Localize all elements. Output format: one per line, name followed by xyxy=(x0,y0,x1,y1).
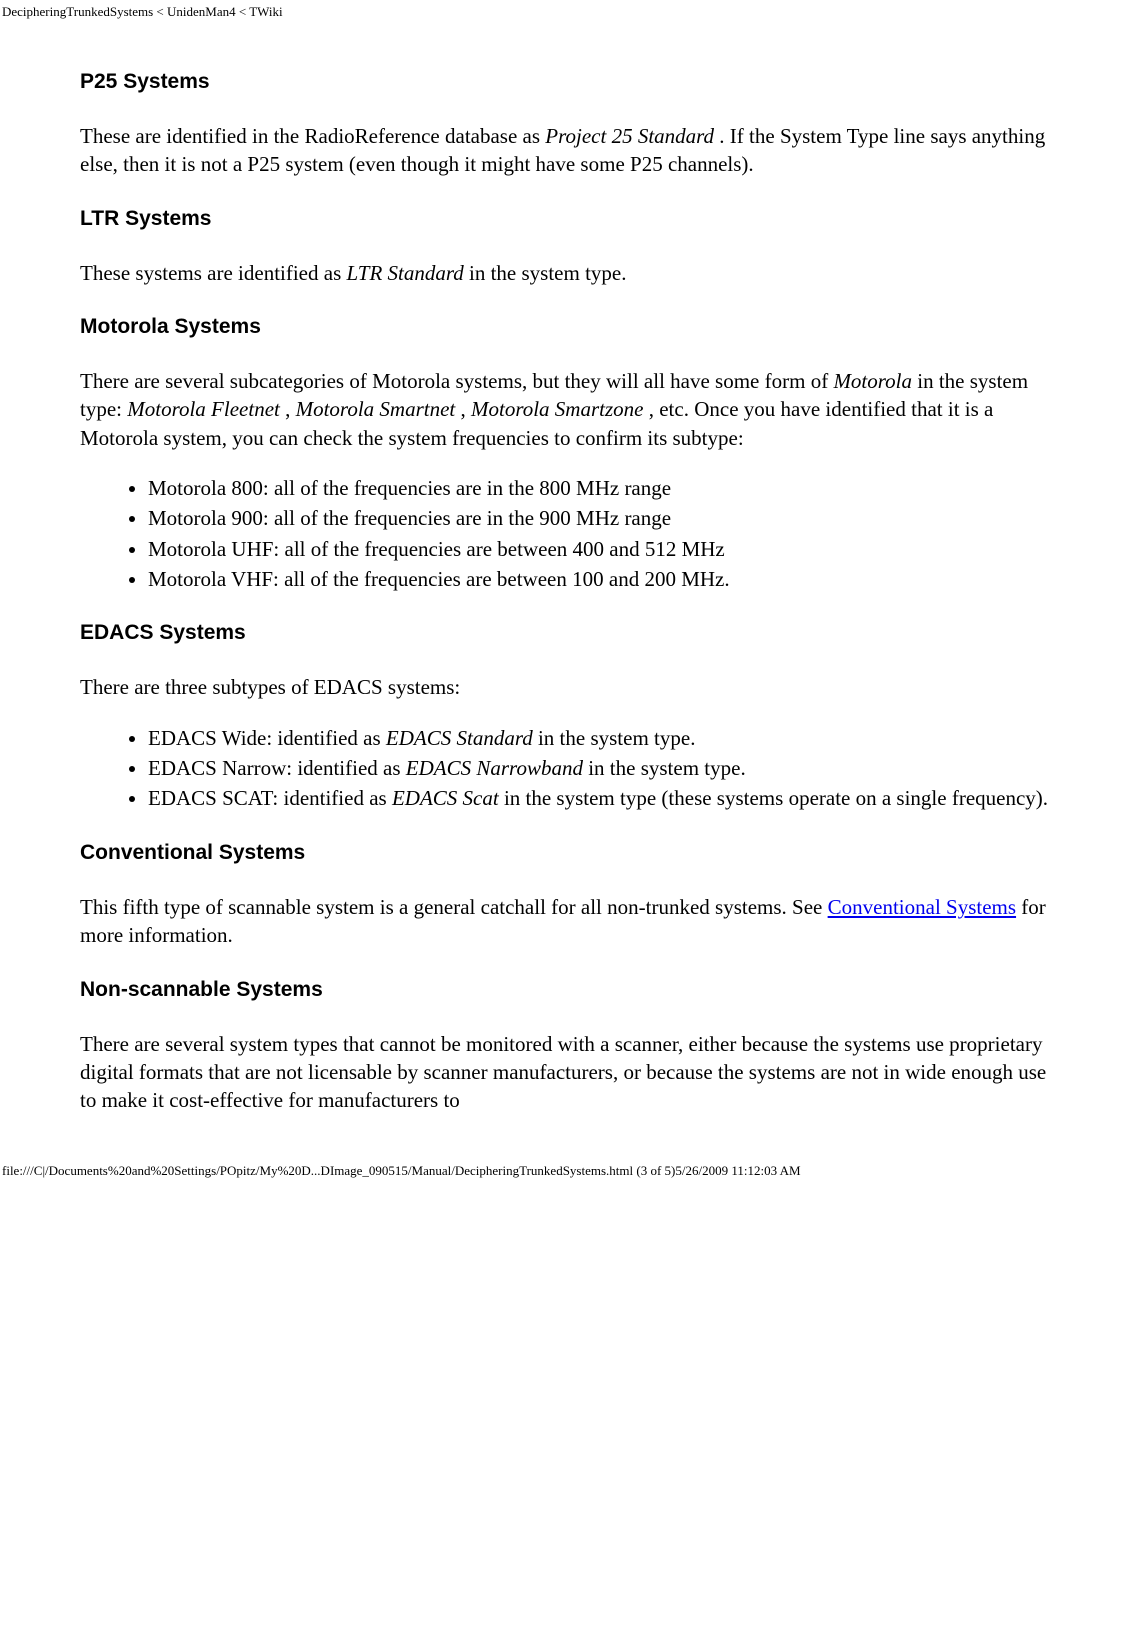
emphasis: EDACS Standard xyxy=(386,726,533,750)
paragraph-edacs: There are three subtypes of EDACS system… xyxy=(80,673,1060,701)
paragraph-conventional: This fifth type of scannable system is a… xyxy=(80,893,1060,950)
text: EDACS Wide: identified as xyxy=(148,726,386,750)
text: These are identified in the RadioReferen… xyxy=(80,124,545,148)
heading-ltr: LTR Systems xyxy=(80,207,1060,231)
paragraph-motorola: There are several subcategories of Motor… xyxy=(80,367,1060,452)
emphasis: Motorola xyxy=(833,369,912,393)
heading-nonscannable: Non-scannable Systems xyxy=(80,978,1060,1002)
text: in the system type. xyxy=(533,726,696,750)
heading-p25: P25 Systems xyxy=(80,70,1060,94)
text: in the system type (these systems operat… xyxy=(499,786,1048,810)
text: These systems are identified as xyxy=(80,261,347,285)
list-item: Motorola VHF: all of the frequencies are… xyxy=(148,565,1060,593)
emphasis: Motorola Fleetnet xyxy=(127,397,280,421)
page-header: DecipheringTrunkedSystems < UnidenMan4 <… xyxy=(0,0,1140,20)
text: in the system type. xyxy=(464,261,627,285)
list-item: Motorola UHF: all of the frequencies are… xyxy=(148,535,1060,563)
emphasis: LTR Standard xyxy=(347,261,464,285)
text: in the system type. xyxy=(583,756,746,780)
text: This fifth type of scannable system is a… xyxy=(80,895,828,919)
edacs-list: EDACS Wide: identified as EDACS Standard… xyxy=(80,724,1060,813)
paragraph-p25: These are identified in the RadioReferen… xyxy=(80,122,1060,179)
paragraph-nonscannable: There are several system types that cann… xyxy=(80,1030,1060,1115)
document-body: P25 Systems These are identified in the … xyxy=(0,20,1140,1163)
page-footer: file:///C|/Documents%20and%20Settings/PO… xyxy=(0,1163,1140,1183)
text: EDACS SCAT: identified as xyxy=(148,786,392,810)
emphasis: Motorola Smartnet xyxy=(296,397,456,421)
text: There are several subcategories of Motor… xyxy=(80,369,833,393)
heading-edacs: EDACS Systems xyxy=(80,621,1060,645)
text: , xyxy=(280,397,296,421)
list-item: EDACS Wide: identified as EDACS Standard… xyxy=(148,724,1060,752)
list-item: Motorola 900: all of the frequencies are… xyxy=(148,504,1060,532)
emphasis: EDACS Narrowband xyxy=(406,756,583,780)
emphasis: Project 25 Standard xyxy=(545,124,714,148)
list-item: EDACS Narrow: identified as EDACS Narrow… xyxy=(148,754,1060,782)
list-item: Motorola 800: all of the frequencies are… xyxy=(148,474,1060,502)
conventional-systems-link[interactable]: Conventional Systems xyxy=(828,895,1016,919)
emphasis: Motorola Smartzone xyxy=(471,397,643,421)
heading-conventional: Conventional Systems xyxy=(80,841,1060,865)
paragraph-ltr: These systems are identified as LTR Stan… xyxy=(80,259,1060,287)
text: EDACS Narrow: identified as xyxy=(148,756,406,780)
heading-motorola: Motorola Systems xyxy=(80,315,1060,339)
text: , xyxy=(455,397,471,421)
list-item: EDACS SCAT: identified as EDACS Scat in … xyxy=(148,784,1060,812)
motorola-list: Motorola 800: all of the frequencies are… xyxy=(80,474,1060,593)
emphasis: EDACS Scat xyxy=(392,786,499,810)
